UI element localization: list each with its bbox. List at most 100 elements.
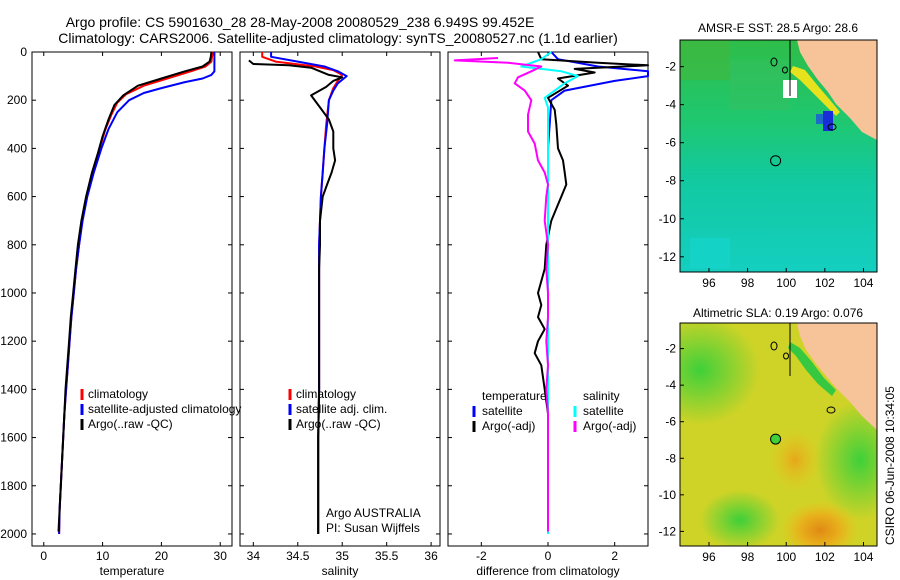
- legend-label: satellite: [482, 404, 523, 418]
- salinity-annotation-line1: Argo AUSTRALIA: [326, 506, 421, 520]
- map-x-tick-label: 98: [741, 276, 755, 290]
- x-tick-label: 0: [545, 549, 552, 563]
- island-outline: [782, 66, 788, 74]
- sla-map-title: Altimetric SLA: 0.19 Argo: 0.076: [693, 306, 863, 320]
- sst-map: AMSR-E SST: 28.5 Argo: 28.6 96 98 100 102 10…: [659, 21, 878, 290]
- island-outline: [827, 123, 837, 131]
- difference-xlabel: difference from climatology: [476, 564, 619, 578]
- map-y-tick-label: -4: [665, 378, 676, 392]
- depth-tick-label: 800: [7, 238, 27, 252]
- x-tick-label: 30: [214, 549, 228, 563]
- map-y-tick-label: -6: [665, 136, 676, 150]
- sst-map-title: AMSR-E SST: 28.5 Argo: 28.6: [698, 21, 858, 35]
- legend-label: satellite: [583, 404, 624, 418]
- sla-high-region: [769, 428, 821, 492]
- depth-axis: 0 200 400 600 800 1000 1200 1400 1600 1800 2000: [0, 45, 27, 541]
- depth-tick-label: 1000: [0, 286, 27, 300]
- salinity-frame: [239, 51, 441, 547]
- x-tick-label: 35: [336, 549, 350, 563]
- island-outline: [770, 57, 778, 67]
- sumatra-land: [797, 323, 877, 430]
- legend-label: climatology: [88, 387, 148, 401]
- series-line: [58, 51, 215, 535]
- series-line: [453, 57, 549, 532]
- coastal-warm-band: [790, 66, 840, 116]
- map-y-tick-label: -10: [659, 488, 677, 502]
- series-line: [57, 51, 213, 532]
- x-tick-label: 34: [247, 549, 261, 563]
- sst-cold-patch: [816, 114, 823, 124]
- argo-position-marker: [770, 433, 782, 445]
- sla-map: Altimetric SLA: 0.19 Argo: 0.076 96 98 100…: [659, 306, 878, 564]
- series-line: [248, 59, 344, 534]
- map-y-tick-label: -8: [665, 174, 676, 188]
- island-outline: [783, 352, 789, 360]
- island-outline: [826, 406, 836, 414]
- depth-tick-label: 400: [7, 141, 27, 155]
- sla-low-region: [815, 400, 877, 520]
- temperature-xlabel: temperature: [100, 564, 165, 578]
- map-x-tick-label: 98: [741, 550, 755, 564]
- temperature-panel: 0 10 20 30 temperature climatologysatellite-a…: [31, 51, 241, 578]
- legend-label: satellite adj. clim.: [296, 402, 387, 416]
- figure-title-line1: Argo profile: CS 5901630_28 28-May-2008 …: [66, 14, 535, 30]
- legend-label: climatology: [296, 387, 356, 401]
- depth-tick-label: 1400: [0, 382, 27, 396]
- sst-patch-cyan: [690, 238, 730, 268]
- x-tick-label: -2: [476, 549, 487, 563]
- x-tick-label: 35.5: [375, 549, 399, 563]
- x-tick-label: 34.5: [286, 549, 310, 563]
- credit-text: CSIRO 06-Jun-2008 10:34:05: [883, 386, 897, 545]
- map-y-tick-label: -10: [659, 212, 677, 226]
- salinity-annotation-line2: PI: Susan Wijffels: [326, 521, 420, 535]
- x-tick-label: 2: [611, 549, 618, 563]
- x-tick-label: 0: [40, 549, 47, 563]
- map-y-tick-label: -6: [665, 415, 676, 429]
- series-line: [58, 52, 216, 535]
- map-x-tick-label: 102: [815, 550, 835, 564]
- x-tick-label: 20: [155, 549, 169, 563]
- salinity-panel: 34 34.5 35 35.5 36 salinity climatologysatelli…: [239, 51, 441, 578]
- series-line: [270, 52, 348, 534]
- legend-label: satellite-adjusted climatology: [88, 402, 241, 416]
- map-y-tick-label: -12: [659, 250, 677, 264]
- sumatra-land: [797, 40, 877, 140]
- map-x-tick-label: 102: [815, 276, 835, 290]
- sla-low-region: [680, 323, 760, 425]
- series-line: [533, 51, 649, 532]
- x-tick-label: 10: [96, 549, 110, 563]
- sla-map-axes: 96 98 100 102 104 -2 -4 -6 -8 -10 -12: [659, 342, 874, 564]
- map-x-tick-label: 100: [776, 276, 796, 290]
- sst-field-patch: [680, 40, 730, 80]
- depth-tick-label: 0: [20, 45, 27, 59]
- legend-heading: temperature: [482, 389, 547, 403]
- depth-tick-label: 1200: [0, 334, 27, 348]
- legend-heading: salinity: [583, 389, 620, 403]
- legend-label: Argo(-adj): [482, 419, 535, 433]
- map-y-tick-label: -2: [665, 342, 676, 356]
- figure-title-line2: Climatology: CARS2006. Satellite-adjuste…: [58, 30, 618, 46]
- series-line: [547, 51, 649, 534]
- legend-label: Argo(..raw -QC): [296, 417, 381, 431]
- map-y-tick-label: -8: [665, 451, 676, 465]
- series-line: [520, 51, 579, 534]
- depth-tick-label: 200: [7, 93, 27, 107]
- map-y-tick-label: -4: [665, 98, 676, 112]
- sst-cold-patch: [823, 111, 833, 131]
- depth-tick-label: 1600: [0, 431, 27, 445]
- sla-map-frame: [679, 322, 878, 547]
- x-tick-label: 36: [424, 549, 438, 563]
- depth-tick-label: 2000: [0, 527, 27, 541]
- sst-map-frame: [679, 39, 878, 273]
- map-y-tick-label: -12: [659, 524, 677, 538]
- salinity-xlabel: salinity: [322, 564, 359, 578]
- map-x-tick-label: 104: [853, 276, 873, 290]
- sst-map-axes: 96 98 100 102 104 -2 -4 -6 -8 -10 -12: [659, 60, 874, 290]
- map-x-tick-label: 96: [702, 550, 716, 564]
- legend-label: Argo(-adj): [583, 419, 636, 433]
- sla-low-region: [700, 490, 780, 546]
- map-y-tick-label: -2: [665, 60, 676, 74]
- argo-position-marker: [770, 155, 782, 167]
